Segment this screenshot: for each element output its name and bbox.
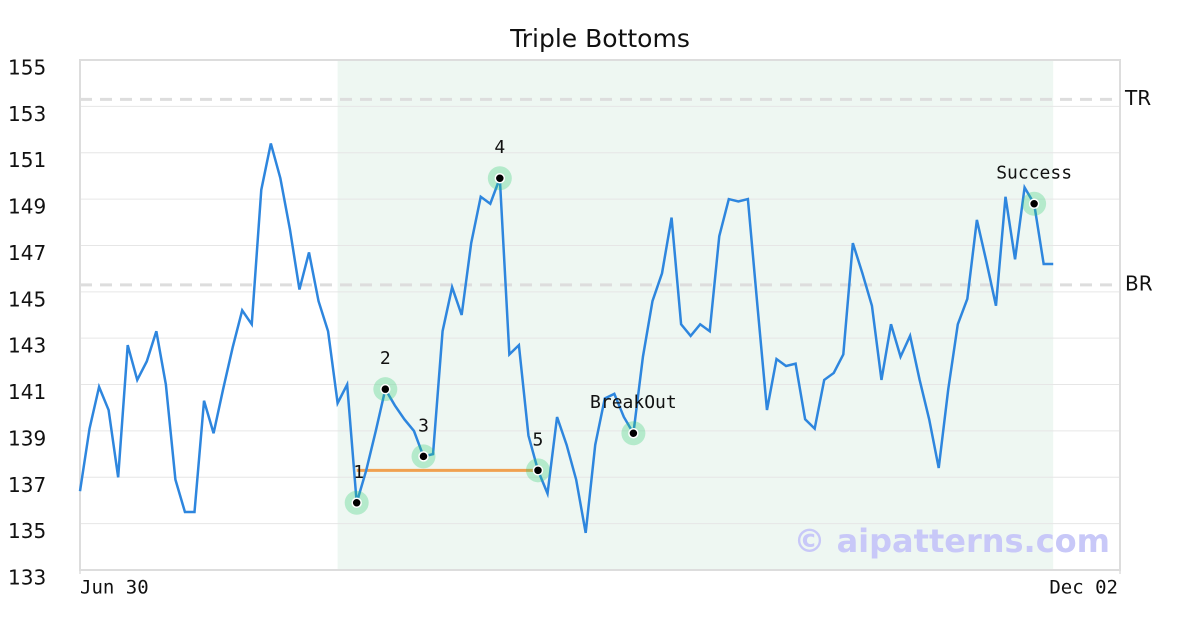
price-line — [78, 143, 1054, 534]
watermark: © aipatterns.com — [793, 522, 1110, 560]
point-label: 3 — [418, 415, 429, 436]
point-marker — [494, 172, 506, 184]
x-tick-label: Dec 02 — [1049, 577, 1118, 599]
point-label: 5 — [533, 429, 544, 450]
y-tick-label: 155 — [8, 56, 46, 80]
y-tick-label: 143 — [8, 334, 46, 358]
y-tick-label: 137 — [8, 473, 46, 497]
y-tick-label: 151 — [8, 148, 46, 172]
reference-label: BR — [1125, 271, 1153, 295]
point-marker — [380, 383, 391, 395]
point-marker — [351, 497, 362, 509]
point-label: 2 — [380, 348, 391, 369]
pattern-region — [337, 60, 1054, 570]
y-tick-label: 153 — [8, 102, 46, 126]
y-tick-label: 145 — [8, 287, 46, 311]
y-tick-label: 135 — [8, 519, 46, 543]
y-tick-label: 147 — [8, 241, 46, 265]
chart-title: Triple Bottoms — [509, 24, 690, 53]
point-marker — [532, 465, 544, 476]
y-tick-label: 139 — [8, 426, 46, 450]
reference-label: TR — [1124, 86, 1151, 110]
point-label: 1 — [353, 462, 364, 483]
point-label: BreakOut — [590, 392, 677, 413]
x-tick-label: Jun 30 — [80, 577, 149, 599]
point-label: Success — [996, 163, 1072, 184]
y-tick-label: 133 — [8, 566, 46, 590]
point-label: 4 — [494, 137, 505, 158]
point-marker — [628, 427, 639, 439]
point-marker — [1028, 198, 1040, 209]
y-tick-label: 149 — [8, 195, 46, 219]
plot-frame — [79, 59, 1121, 571]
point-marker — [418, 451, 429, 462]
y-tick-label: 141 — [8, 380, 46, 404]
